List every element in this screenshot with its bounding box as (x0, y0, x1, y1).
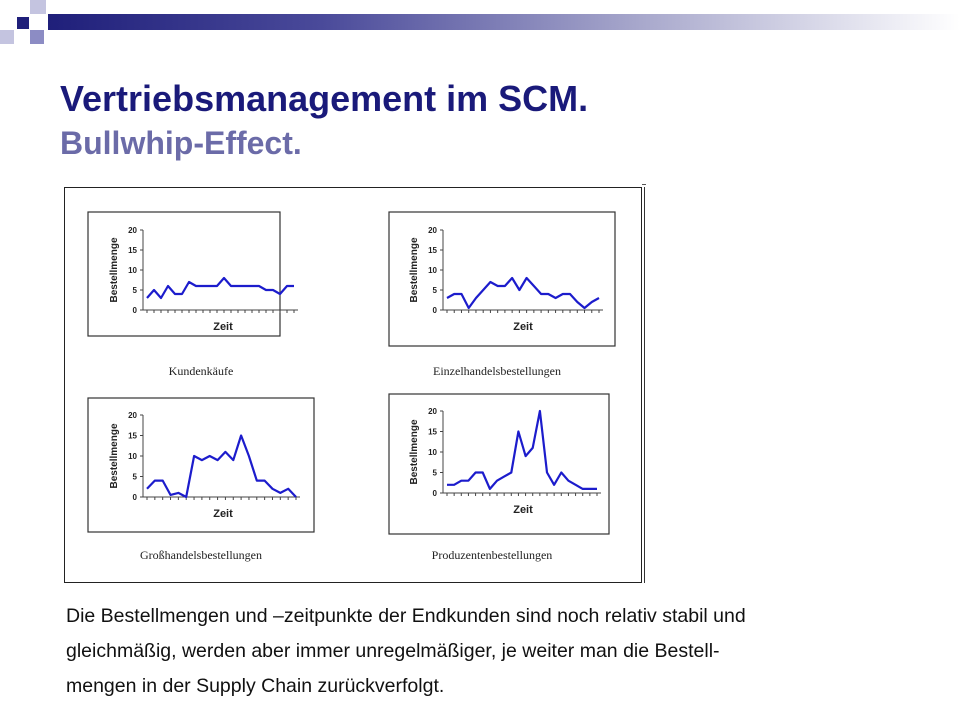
chart-title: Einzelhandelsbestellungen (433, 364, 561, 378)
y-tick-label: 10 (128, 452, 137, 461)
x-axis-label: Zeit (513, 504, 533, 516)
chart-panel-frame (388, 393, 610, 535)
caption-line: Die Bestellmengen und –zeitpunkte der En… (66, 605, 746, 627)
y-tick-label: 20 (428, 407, 437, 416)
series-line (446, 276, 600, 310)
slide-subtitle: Bullwhip-Effect. (60, 125, 302, 161)
y-tick-label: 15 (428, 428, 437, 437)
chart-title: Produzentenbestellungen (432, 548, 553, 562)
chart-title: Großhandelsbestellungen (140, 548, 262, 562)
y-tick-label: 0 (433, 306, 438, 315)
y-tick-label: 10 (428, 448, 437, 457)
y-tick-label: 20 (428, 226, 437, 235)
y-tick-label: 0 (133, 306, 138, 315)
accent-square-light (0, 30, 14, 44)
chart-panel-frame (388, 211, 616, 347)
y-tick-label: 10 (428, 266, 437, 275)
x-axis-label: Zeit (213, 321, 233, 333)
y-tick-label: 5 (133, 473, 138, 482)
y-tick-label: 0 (133, 493, 138, 502)
y-tick-label: 5 (133, 286, 138, 295)
chart-panel-frame (87, 397, 315, 533)
y-tick-label: 0 (433, 489, 438, 498)
y-tick-label: 15 (428, 246, 437, 255)
y-tick-label: 5 (433, 469, 438, 478)
chart-title: Kundenkäufe (169, 364, 234, 378)
y-axis-label: Bestellmenge (109, 237, 120, 302)
chart-panel-frame (87, 211, 281, 337)
caption-line: gleichmäßig, werden aber immer unregelmä… (66, 640, 720, 662)
slide-title: Vertriebsmanagement im SCM. (60, 78, 589, 119)
series-line (146, 276, 294, 300)
y-tick-label: 20 (128, 226, 137, 235)
figure-side-rule (644, 187, 645, 583)
series-line (447, 409, 597, 490)
caption-line: mengen in der Supply Chain zurückverfolg… (66, 675, 445, 697)
y-axis-label: Bestellmenge (409, 237, 420, 302)
slide-header-decoration (0, 0, 960, 48)
x-axis-label: Zeit (513, 321, 533, 333)
accent-square-dark (17, 17, 29, 29)
y-tick-label: 5 (433, 286, 438, 295)
y-tick-label: 20 (128, 411, 137, 420)
y-tick-label: 10 (128, 266, 137, 275)
slide-caption: Die Bestellmengen und –zeitpunkte der En… (66, 599, 906, 704)
y-tick-label: 15 (128, 432, 137, 441)
y-axis-label: Bestellmenge (109, 423, 120, 488)
y-axis-label: Bestellmenge (409, 419, 420, 484)
series-line (146, 434, 297, 499)
header-gradient-bar (48, 14, 960, 30)
y-tick-label: 15 (128, 246, 137, 255)
figure-side-rule-tick (642, 184, 646, 185)
accent-square-mid (30, 30, 44, 44)
x-axis-label: Zeit (213, 508, 233, 520)
accent-square-light (30, 0, 46, 14)
